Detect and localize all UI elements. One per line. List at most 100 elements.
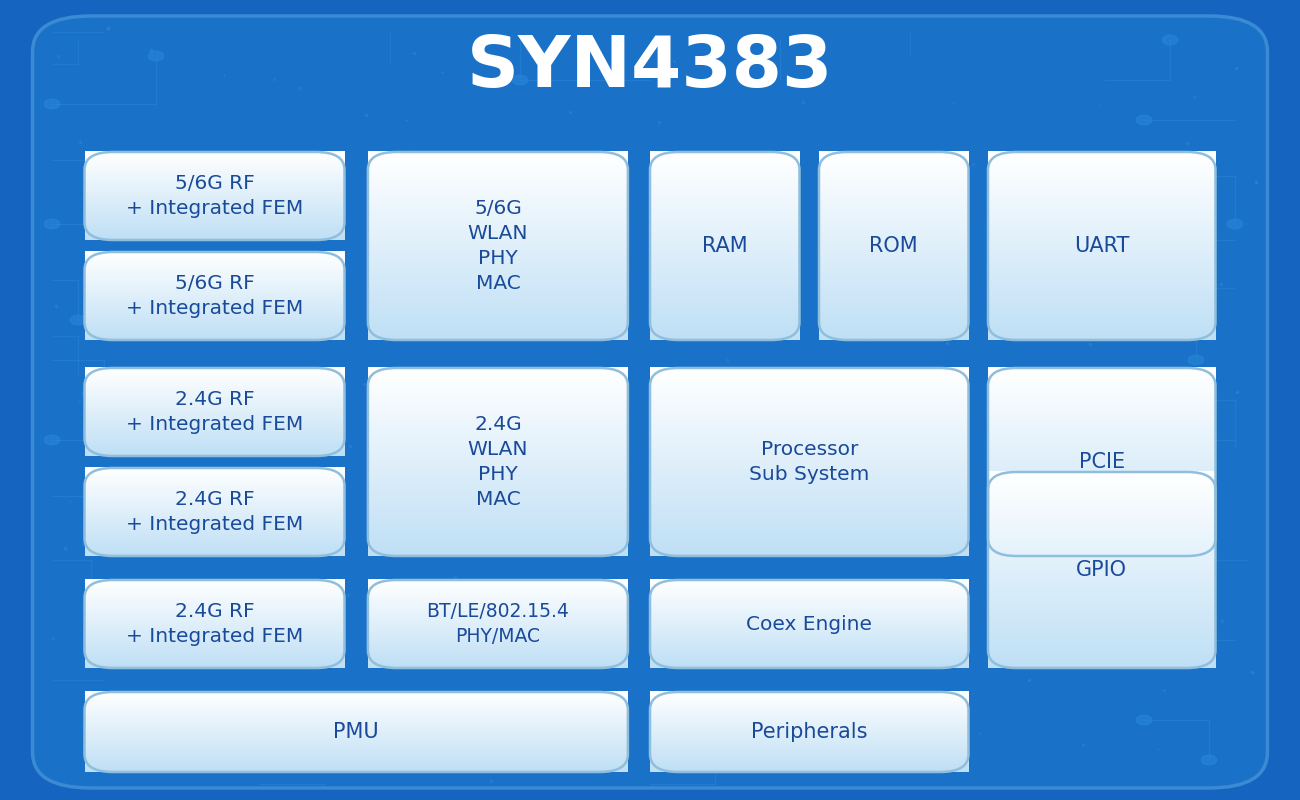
Bar	[650, 241, 800, 246]
Bar	[368, 269, 628, 274]
Bar	[84, 741, 628, 744]
Circle shape	[70, 315, 86, 325]
Bar	[988, 274, 1216, 279]
Bar	[988, 513, 1216, 518]
Bar	[84, 394, 344, 397]
Bar	[819, 316, 968, 322]
FancyBboxPatch shape	[84, 692, 628, 772]
Bar	[368, 475, 628, 481]
Bar	[84, 420, 344, 423]
Bar	[368, 466, 628, 471]
Text: RAM: RAM	[702, 236, 747, 256]
Bar	[84, 215, 344, 218]
Bar	[650, 759, 968, 762]
Bar	[988, 584, 1216, 590]
Bar	[84, 175, 344, 178]
Bar	[84, 391, 344, 394]
Bar	[819, 184, 968, 190]
Bar	[368, 503, 628, 509]
Bar	[650, 475, 968, 481]
Bar	[84, 193, 344, 196]
Bar	[84, 328, 344, 331]
Bar	[988, 231, 1216, 237]
Bar	[84, 599, 344, 602]
Bar	[650, 156, 800, 162]
FancyBboxPatch shape	[84, 468, 344, 556]
Bar	[819, 212, 968, 218]
Bar	[368, 419, 628, 424]
Bar	[650, 691, 968, 694]
Bar	[988, 222, 1216, 227]
Bar	[84, 746, 628, 748]
Circle shape	[707, 747, 723, 757]
Bar	[368, 231, 628, 237]
Bar	[650, 372, 968, 378]
Bar	[84, 266, 344, 270]
Bar	[988, 278, 1216, 284]
Bar	[988, 203, 1216, 209]
Bar	[368, 236, 628, 242]
Bar	[988, 476, 1216, 482]
Bar	[988, 550, 1216, 555]
Bar	[84, 491, 344, 494]
Bar	[650, 645, 968, 648]
Bar	[84, 474, 344, 477]
Bar	[650, 709, 968, 712]
Bar	[84, 763, 628, 766]
Bar	[988, 648, 1216, 654]
Circle shape	[1136, 435, 1152, 445]
Bar	[368, 584, 628, 586]
Text: Peripherals: Peripherals	[751, 722, 867, 742]
Bar	[368, 527, 628, 533]
Bar	[819, 321, 968, 326]
Bar	[368, 194, 628, 199]
Bar	[988, 316, 1216, 322]
Bar	[84, 520, 344, 523]
Bar	[84, 470, 344, 472]
Bar	[368, 608, 628, 611]
Bar	[84, 496, 344, 499]
Bar	[84, 200, 344, 202]
Bar	[650, 254, 800, 260]
Bar	[368, 311, 628, 317]
Bar	[650, 656, 968, 659]
Bar	[650, 763, 968, 766]
Bar	[650, 297, 800, 302]
Bar	[368, 522, 628, 528]
Bar	[84, 525, 344, 527]
Bar	[84, 166, 344, 170]
Bar	[84, 582, 344, 584]
Bar	[368, 603, 628, 606]
Bar	[84, 514, 344, 517]
Bar	[988, 292, 1216, 298]
Bar	[84, 485, 344, 488]
Bar	[988, 457, 1216, 462]
Bar	[650, 400, 968, 406]
Bar	[650, 730, 968, 732]
Bar	[368, 638, 628, 642]
Bar	[84, 165, 344, 167]
Bar	[368, 590, 628, 594]
Bar	[84, 434, 344, 436]
Text: GPIO: GPIO	[1076, 560, 1127, 580]
Bar	[650, 321, 800, 326]
Bar	[988, 540, 1216, 546]
Bar	[84, 317, 344, 320]
Bar	[650, 499, 968, 504]
Bar	[84, 406, 344, 410]
Bar	[84, 614, 344, 618]
Bar	[84, 623, 344, 626]
Bar	[819, 245, 968, 250]
Bar	[84, 228, 344, 231]
Text: 5/6G RF
+ Integrated FEM: 5/6G RF + Integrated FEM	[126, 274, 303, 318]
Bar	[988, 156, 1216, 162]
Bar	[650, 765, 968, 768]
Bar	[368, 594, 628, 598]
Bar	[368, 442, 628, 448]
Bar	[988, 608, 1216, 614]
Bar	[988, 545, 1216, 550]
Bar	[650, 226, 800, 232]
Bar	[650, 619, 968, 622]
Bar	[650, 161, 800, 166]
Bar	[988, 367, 1216, 373]
